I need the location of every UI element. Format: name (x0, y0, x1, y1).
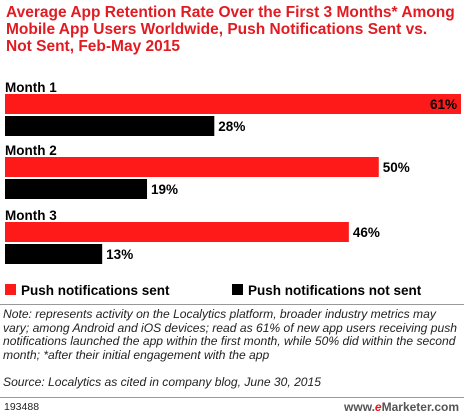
chart-note: Note: represents activity on the Localyt… (3, 307, 457, 362)
divider-line (0, 304, 464, 305)
bar-push-sent (5, 157, 379, 177)
data-label: 13% (106, 247, 133, 262)
data-label: 46% (353, 225, 380, 240)
category-label: Month 1 (5, 80, 57, 95)
chart-id: 193488 (4, 401, 40, 413)
data-label: 61% (430, 97, 457, 112)
divider-line (0, 397, 464, 398)
bar-push-not-sent (5, 179, 148, 199)
bar-push-sent (5, 222, 349, 242)
brand-suffix: .com (430, 400, 459, 414)
data-label: 50% (383, 160, 410, 175)
category-label: Month 3 (5, 208, 57, 223)
bar-push-not-sent (5, 244, 103, 264)
brand-prefix: www. (344, 400, 375, 414)
legend-label: Push notifications not sent (248, 283, 422, 298)
legend-swatch-push-sent (5, 284, 16, 295)
bar-chart: Month 1 61% 28% Month 2 50% 19% Month 3 46% 13% P… (5, 80, 461, 298)
brand-name: Marketer (381, 400, 431, 414)
legend-label: Push notifications sent (21, 283, 170, 298)
brand-accent: e (374, 400, 382, 414)
data-label: 19% (151, 182, 178, 197)
chart-title: Average App Retention Rate Over the Firs… (6, 4, 455, 55)
legend-swatch-push-not-sent (232, 284, 243, 295)
bar-push-sent (5, 94, 461, 114)
brand-logo[interactable]: www.eMarketer.com (344, 400, 459, 414)
bar-push-not-sent (5, 116, 215, 136)
chart-source: Source: Localytics as cited in company b… (3, 375, 321, 389)
data-label: 28% (218, 119, 245, 134)
category-label: Month 2 (5, 143, 57, 158)
